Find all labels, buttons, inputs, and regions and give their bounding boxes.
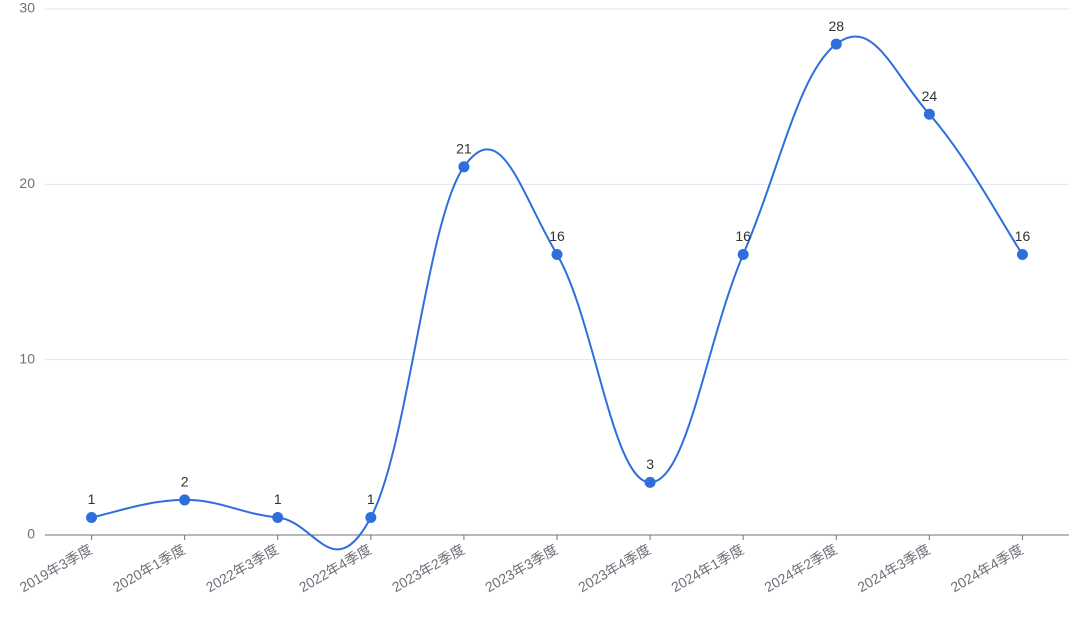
point xyxy=(830,38,842,50)
line xyxy=(91,35,1024,551)
point xyxy=(551,248,563,260)
point xyxy=(737,248,749,260)
y-tick-label: 30 xyxy=(19,0,35,16)
data-label: 1 xyxy=(367,491,375,507)
x-tick-label: 2019年3季度 xyxy=(17,541,95,595)
point xyxy=(644,476,656,488)
x-tick-label: 2023年4季度 xyxy=(575,541,653,595)
data-label: 16 xyxy=(1015,228,1031,244)
data-label: 3 xyxy=(646,456,654,472)
data-label: 21 xyxy=(456,141,472,157)
point xyxy=(458,161,470,173)
point xyxy=(1016,248,1028,260)
point xyxy=(923,108,935,120)
y-tick-label: 10 xyxy=(19,350,35,366)
data-label: 1 xyxy=(274,491,282,507)
x-tick-label: 2024年3季度 xyxy=(855,541,933,595)
data-label: 16 xyxy=(549,228,565,244)
data-label: 24 xyxy=(922,88,938,104)
x-tick-label: 2024年2季度 xyxy=(762,541,840,595)
x-tick-label: 2024年4季度 xyxy=(948,541,1026,595)
x-tick-label: 2022年3季度 xyxy=(203,541,281,595)
x-tick-label: 2023年2季度 xyxy=(389,541,467,595)
point xyxy=(365,511,377,523)
data-label: 28 xyxy=(828,18,844,34)
point xyxy=(86,511,98,523)
point xyxy=(179,494,191,506)
x-tick-label: 2024年1季度 xyxy=(668,541,746,595)
data-label: 1 xyxy=(88,491,96,507)
x-tick-label: 2020年1季度 xyxy=(110,541,188,595)
data-label: 16 xyxy=(735,228,751,244)
x-tick-label: 2023年3季度 xyxy=(482,541,560,595)
data-label: 2 xyxy=(181,474,189,490)
y-tick-label: 20 xyxy=(19,175,35,191)
point xyxy=(272,511,284,523)
y-tick-label: 0 xyxy=(27,526,35,542)
